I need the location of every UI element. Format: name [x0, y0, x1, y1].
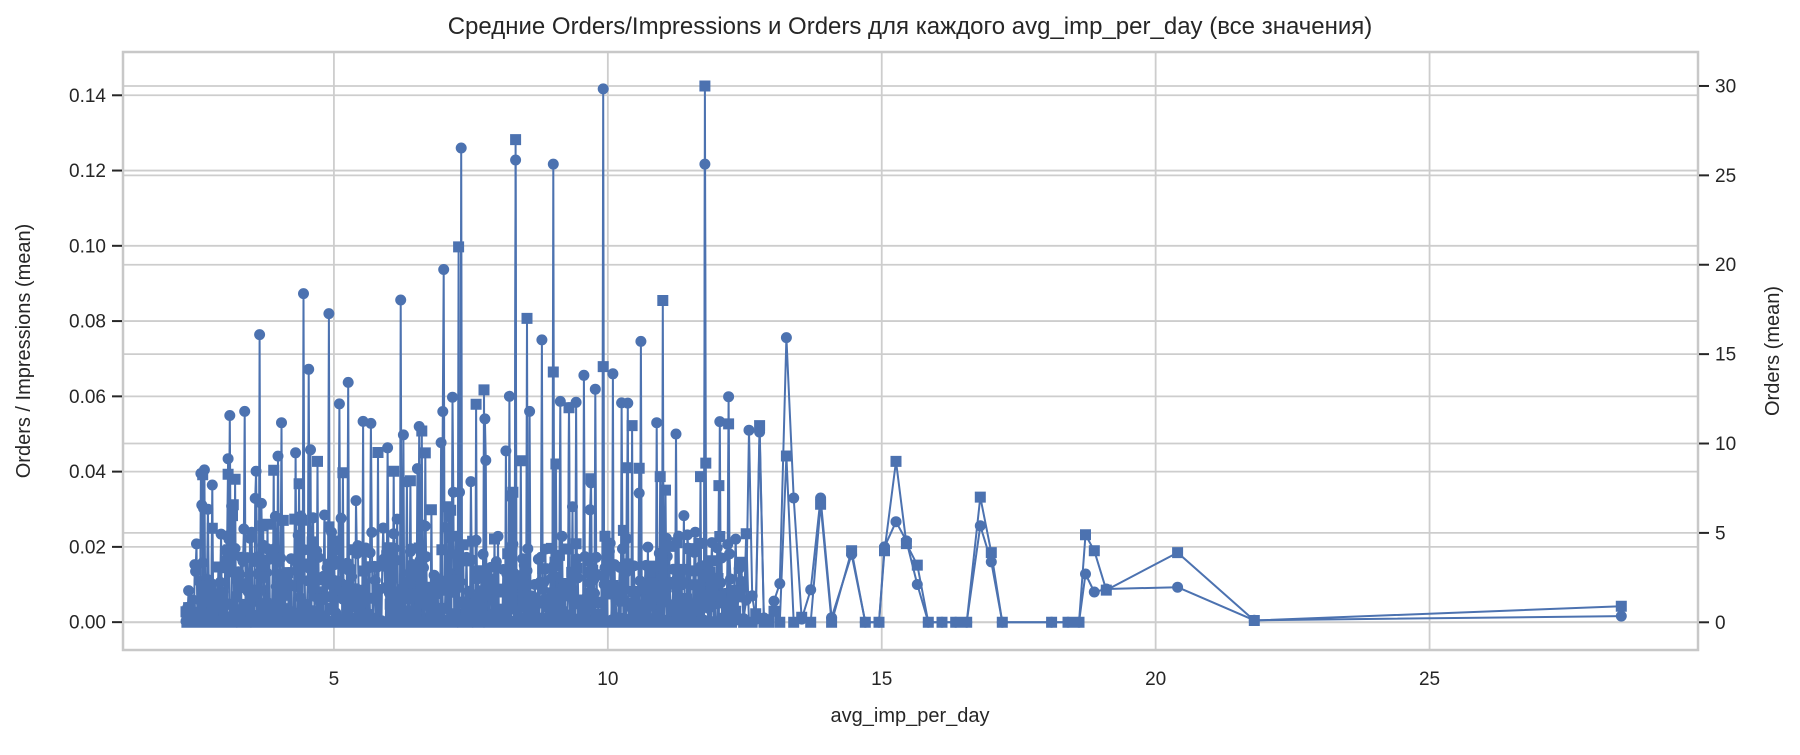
y-axis-label-right: Orders (mean)	[1762, 286, 1784, 416]
y-tick-label-left: 0.12	[69, 161, 106, 182]
y-tick-label-left: 0.10	[69, 236, 106, 257]
x-tick-label: 25	[1419, 669, 1440, 690]
y-tick-label-left: 0.02	[69, 537, 106, 558]
y-axis-label-left: Orders / Impressions (mean)	[13, 224, 35, 479]
y-tick-label-right: 25	[1715, 166, 1736, 187]
y-tick-label-right: 10	[1715, 434, 1736, 455]
x-tick-label: 5	[329, 669, 340, 690]
y-tick-label-left: 0.06	[69, 387, 106, 408]
chart-title: Средние Orders/Impressions и Orders для …	[448, 13, 1373, 40]
x-tick-label: 20	[1145, 669, 1166, 690]
series-orders	[180, 80, 1627, 628]
y-tick-label-right: 0	[1715, 613, 1726, 634]
series-squares-markers	[180, 80, 1627, 628]
tick-labels: 5 10 15 20 25 0.00 0.02 0.04 0.06 0.08 0.10 0.12 0.1…	[69, 76, 1736, 690]
y-tick-label-right: 20	[1715, 255, 1736, 276]
y-tick-label-right: 15	[1715, 345, 1736, 366]
y-tick-label-left: 0.04	[69, 462, 106, 483]
y-tick-label-left: 0.00	[69, 613, 106, 634]
x-tick-label: 10	[597, 669, 618, 690]
gridlines	[123, 52, 1698, 650]
y-tick-label-right: 5	[1715, 523, 1726, 544]
x-axis-label: avg_imp_per_day	[831, 705, 990, 727]
axes-spines	[121, 50, 1700, 652]
x-tick-label: 15	[871, 669, 892, 690]
y-tick-label-left: 0.08	[69, 312, 106, 333]
y-tick-label-left: 0.14	[69, 86, 106, 107]
y-tick-label-right: 30	[1715, 76, 1736, 97]
